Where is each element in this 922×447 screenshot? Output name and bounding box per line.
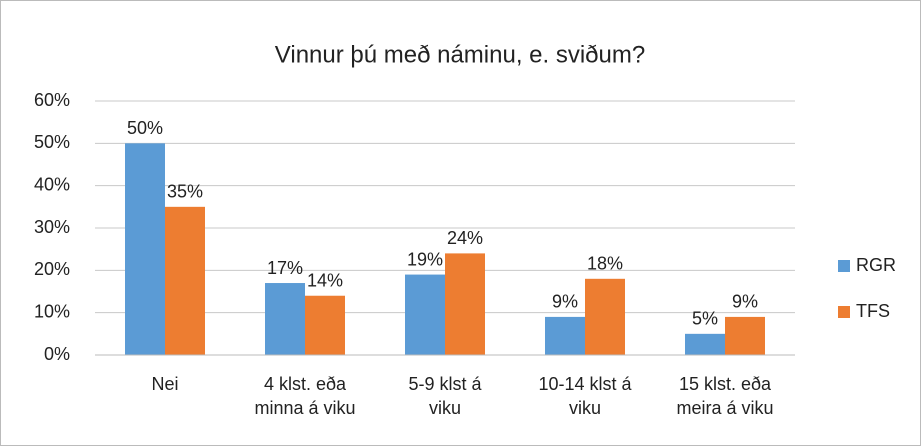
y-tick-label: 10% — [34, 301, 70, 321]
bar — [725, 316, 765, 355]
data-label: 14% — [307, 270, 343, 290]
y-tick-label: 50% — [34, 132, 70, 152]
bar — [265, 283, 305, 355]
bar — [405, 274, 445, 355]
bar — [585, 278, 625, 355]
data-label: 17% — [267, 258, 303, 278]
data-label: 35% — [167, 182, 203, 202]
data-label: 50% — [127, 118, 163, 138]
legend-swatch — [838, 260, 850, 272]
bar — [545, 316, 585, 355]
data-label: 18% — [587, 254, 623, 274]
bar — [445, 253, 485, 355]
y-tick-label: 40% — [34, 174, 70, 194]
data-label: 9% — [732, 292, 758, 312]
data-label: 5% — [692, 309, 718, 329]
x-tick-label: 4 klst. eða minna á viku — [254, 374, 356, 418]
x-tick-label: Nei — [151, 374, 179, 394]
bar — [305, 295, 345, 355]
x-tick-label: 15 klst. eða meira á viku — [676, 374, 774, 418]
bar — [685, 333, 725, 355]
bar — [125, 143, 165, 355]
legend-swatch — [838, 306, 850, 318]
data-label: 9% — [552, 292, 578, 312]
chart-title: Vinnur þú með náminu, e. sviðum? — [275, 41, 645, 68]
y-tick-label: 20% — [34, 259, 70, 279]
bar — [165, 206, 205, 355]
y-tick-label: 0% — [44, 344, 70, 364]
data-label: 19% — [407, 249, 443, 269]
x-tick-label: 5-9 klst á viku — [408, 374, 482, 418]
x-tick-label: 10-14 klst á viku — [538, 374, 632, 418]
data-label: 24% — [447, 228, 483, 248]
y-tick-label: 30% — [34, 217, 70, 237]
legend-label: RGR — [856, 255, 896, 275]
legend-label: TFS — [856, 301, 890, 321]
y-tick-label: 60% — [34, 90, 70, 110]
